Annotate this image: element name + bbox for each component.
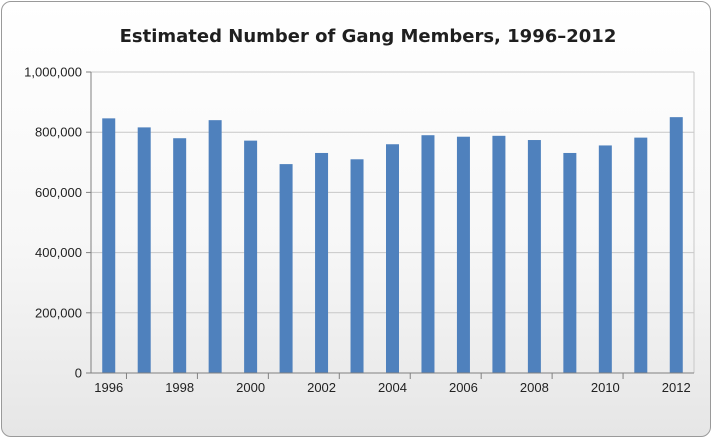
bar-2004 <box>386 144 399 373</box>
x-tick-label: 1996 <box>94 380 123 395</box>
x-tick-label: 1998 <box>165 380 194 395</box>
x-tick-label: 2008 <box>520 380 549 395</box>
bar-1998 <box>173 138 187 373</box>
bar-2001 <box>279 164 293 373</box>
bar-2006 <box>456 136 470 373</box>
y-tick-label: 1,000,000 <box>24 65 82 80</box>
bar-2000 <box>244 140 258 373</box>
bar-1999 <box>208 120 222 373</box>
bar-2009 <box>563 152 577 373</box>
bar-2005 <box>421 135 435 373</box>
x-tick-label: 2012 <box>662 380 691 395</box>
x-tick-label: 2006 <box>449 380 478 395</box>
bar-2002 <box>315 152 329 373</box>
x-tick-label: 2000 <box>236 380 265 395</box>
x-tick-label: 2002 <box>307 380 336 395</box>
bar-2012 <box>669 117 683 374</box>
x-axis-ticks: 1996 1998 2000 2002 2004 2006 2008 2010 2012 <box>94 373 691 395</box>
axes <box>90 71 695 374</box>
y-tick-label: 400,000 <box>35 245 82 260</box>
bar-1996 <box>102 118 116 373</box>
bars <box>102 117 683 374</box>
bar-1997 <box>137 127 151 373</box>
y-tick-label: 200,000 <box>35 305 82 320</box>
bar-2011 <box>634 137 648 373</box>
bar-2008 <box>527 140 541 373</box>
y-tick-label: 800,000 <box>35 125 82 140</box>
y-axis-ticks: 0 200,000 400,000 600,000 800,000 1,000,000 <box>24 65 91 381</box>
chart-title: Estimated Number of Gang Members, 1996–2… <box>120 26 617 47</box>
x-tick-label: 2004 <box>378 380 407 395</box>
bar-2003 <box>350 159 364 373</box>
x-tick-label: 2010 <box>591 380 620 395</box>
y-tick-label: 600,000 <box>35 185 82 200</box>
bar-2007 <box>492 135 506 373</box>
bar-2010 <box>598 145 612 373</box>
y-tick-label: 0 <box>75 366 82 381</box>
